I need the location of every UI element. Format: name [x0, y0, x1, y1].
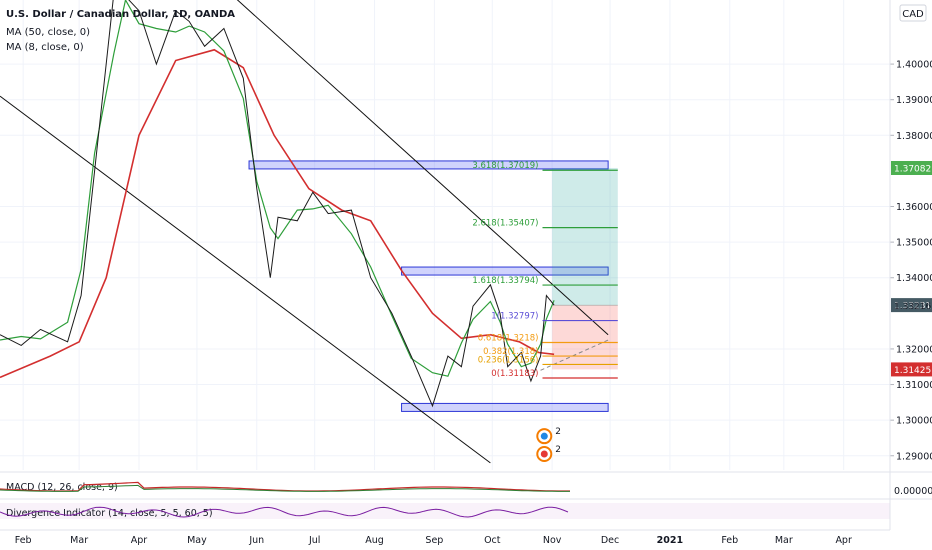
- x-tick-label: Oct: [484, 535, 501, 546]
- fib-level-label: 0(1.31183): [491, 369, 538, 379]
- long-position-tool[interactable]: [552, 167, 618, 370]
- lower-panes: MACD (12, 26, close, 9) 0.00000 Divergence…: [0, 471, 932, 519]
- macd-right-label: 0.00000: [894, 486, 932, 497]
- event-count-label: 2: [555, 445, 561, 455]
- y-tick-label: 1.29000: [896, 451, 932, 462]
- price-badge-label: 1.31425: [894, 366, 931, 376]
- ma50-line: [0, 48, 555, 379]
- divergence-pane-label: Divergence Indicator (14, close, 5, 5, 6…: [6, 508, 213, 519]
- x-tick-label: Aug: [365, 535, 384, 546]
- x-tick-label: Apr: [835, 535, 852, 546]
- price-badge: [891, 298, 932, 313]
- supply-demand-zone[interactable]: [248, 160, 609, 170]
- price-axis[interactable]: [890, 0, 932, 530]
- x-tick-label: Feb: [721, 535, 738, 546]
- fib-level-label: 0.236(1.3156): [478, 355, 539, 365]
- y-tick-label: 1.30000: [896, 416, 932, 427]
- price-badge: [891, 362, 932, 377]
- target-zone[interactable]: [552, 167, 618, 306]
- x-tick-label: May: [187, 535, 207, 546]
- price-badge-label: 1.33231: [894, 302, 931, 312]
- ma8-line: [0, 0, 555, 377]
- y-axis-ticks: 1.40000 1.39000 1.38000 1.36000 1.35000 1.340…: [889, 0, 932, 530]
- fib-level-label: 0.618(1.3218): [478, 333, 539, 343]
- y-tick-label: 1.36000: [896, 202, 932, 213]
- fib-level-label: 0.382(1.318): [483, 347, 538, 357]
- price-series-group: [0, 0, 555, 408]
- x-tick-label: Dec: [601, 535, 619, 546]
- fib-level-label: 1(1.32797): [491, 312, 538, 322]
- trendline[interactable]: [540, 339, 609, 371]
- y-tick-label: 1.40000: [896, 60, 932, 71]
- y-tick-label: 1.32000: [896, 344, 932, 355]
- fibonacci-extension: 3.618(1.37019) 2.618(1.35407) 1.618(1.3379…: [472, 161, 618, 379]
- currency-badge-label: CAD: [902, 9, 924, 20]
- y-tick-label: 1.34000: [896, 273, 932, 284]
- event-flag-dot: [540, 432, 548, 440]
- x-axis-ticks: Feb Mar Apr May Jun Jul Aug Sep Oct Nov Dec 2021 Feb…: [0, 529, 890, 546]
- event-count-label: 2: [555, 427, 561, 437]
- fib-level-label: 1.618(1.33794): [472, 276, 538, 286]
- x-tick-label: Mar: [775, 535, 793, 546]
- main-pane[interactable]: [0, 0, 890, 470]
- macd-signal-line: [0, 484, 570, 492]
- price-badge-label: 1.33216: [894, 302, 931, 312]
- x-tick-label: Jun: [248, 535, 264, 546]
- x-tick-label: Nov: [543, 535, 562, 546]
- stop-zone[interactable]: [552, 305, 618, 370]
- x-tick-label: Sep: [425, 535, 443, 546]
- fib-level-label: 3.618(1.37019): [472, 161, 538, 171]
- y-tick-label: 1.35000: [896, 238, 932, 249]
- fib-level-label: 2.618(1.35407): [472, 219, 538, 229]
- macd-pane-label: MACD (12, 26, close, 9): [6, 482, 118, 493]
- currency-badge[interactable]: [899, 4, 927, 22]
- x-tick-label: Feb: [15, 535, 32, 546]
- trendline[interactable]: [234, 0, 609, 336]
- x-tick-label: Jul: [308, 535, 320, 546]
- y-tick-label: 1.39000: [896, 95, 932, 106]
- trendline[interactable]: [0, 95, 491, 464]
- trendlines: [0, 0, 609, 464]
- price-badge: [891, 160, 932, 175]
- event-markers[interactable]: 22: [536, 427, 561, 462]
- y-tick-label: 1.38000: [896, 131, 932, 142]
- grid-lines: [0, 0, 890, 470]
- symbol-title[interactable]: U.S. Dollar / Canadian Dollar, 1D, OANDA: [6, 9, 235, 20]
- divergence-line: [0, 506, 569, 518]
- indicator-label-ma8[interactable]: MA (8, close, 0): [6, 42, 84, 53]
- price-badge-label: 1.37082: [894, 164, 931, 174]
- indicator-label-ma50[interactable]: MA (50, close, 0): [6, 27, 90, 38]
- x-tick-label: Mar: [70, 535, 88, 546]
- price-line: [0, 0, 555, 408]
- macd-line: [0, 481, 570, 492]
- supply-demand-zone[interactable]: [401, 402, 609, 412]
- event-flag-dot: [540, 450, 548, 458]
- x-tick-label: Apr: [131, 535, 148, 546]
- y-tick-label: 1.31000: [896, 380, 932, 391]
- x-tick-label: 2021: [657, 535, 683, 546]
